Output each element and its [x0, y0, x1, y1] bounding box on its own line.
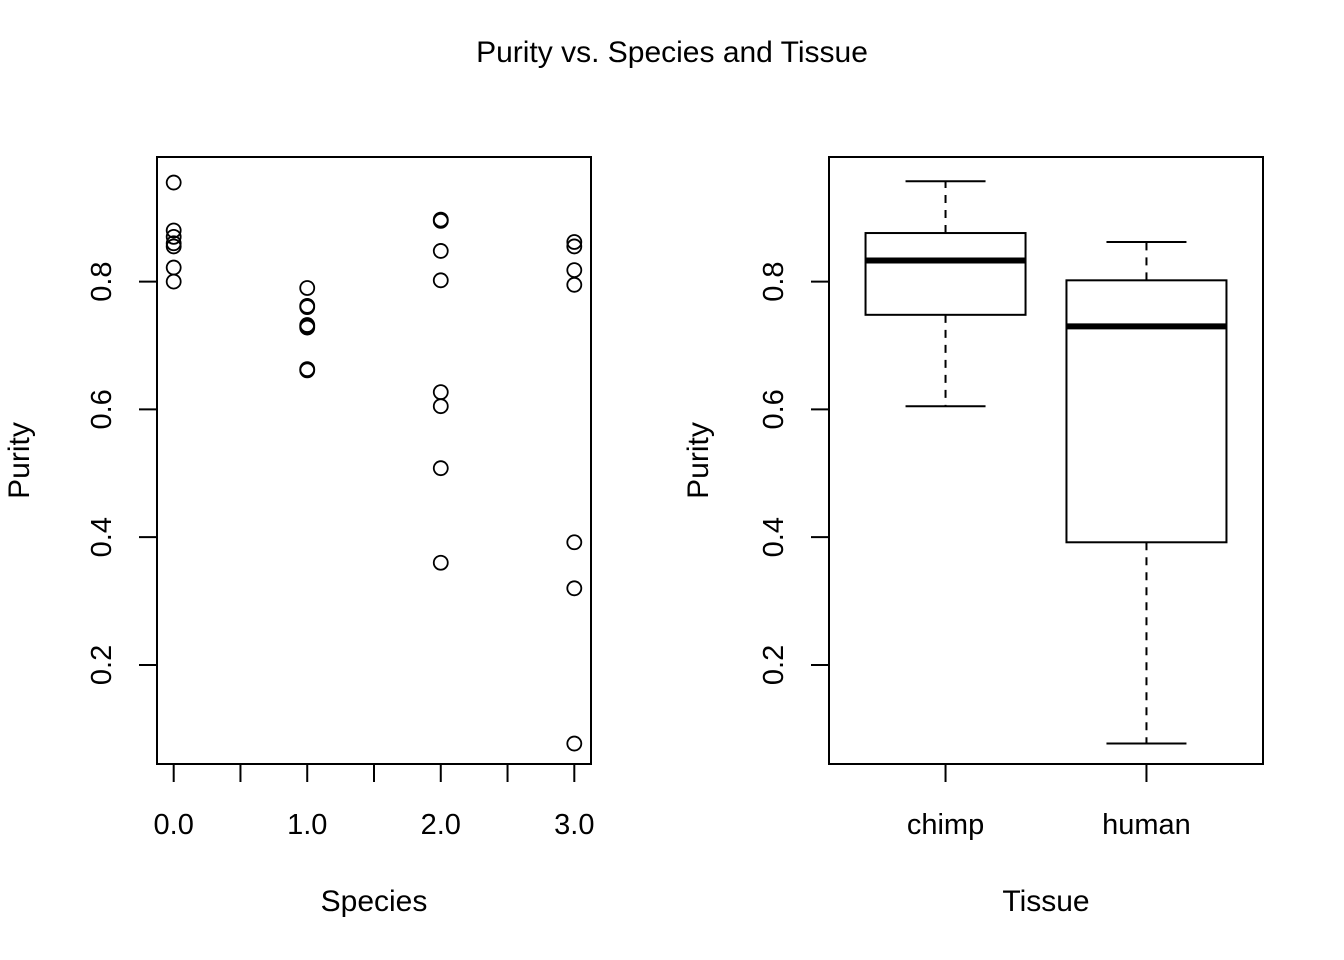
boxplot-boxes — [864, 180, 1228, 745]
scatter-point — [566, 276, 583, 293]
scatter-y-tick-label: 0.2 — [86, 645, 118, 685]
scatter-point — [566, 238, 583, 255]
box-iqr — [1065, 279, 1228, 544]
scatter-point — [165, 273, 182, 290]
scatter-point — [165, 238, 182, 255]
scatter-point — [566, 534, 583, 551]
scatter-point — [432, 272, 449, 289]
scatter-point — [432, 460, 449, 477]
boxplot-y-tick-label: 0.8 — [758, 261, 790, 301]
scatter-point — [432, 554, 449, 571]
boxplot-x-axis-label: Tissue — [1002, 885, 1089, 918]
boxplot-y-axis: 0.2 0.4 0.6 0.8 — [758, 261, 830, 685]
scatter-y-tick-label: 0.8 — [86, 261, 118, 301]
scatter-point — [566, 580, 583, 597]
scatter-point — [299, 362, 316, 379]
boxplot-x-axis: chimp human — [907, 764, 1191, 841]
scatter-point — [299, 299, 316, 316]
scatter-x-tick-label: 0.0 — [154, 809, 194, 841]
box-human — [1065, 240, 1228, 745]
scatter-x-axis-label: Species — [321, 885, 428, 918]
scatter-point — [432, 243, 449, 259]
scatter-panel: 0.0 1.0 2.0 3.0 0.2 0.4 0.6 0.8 Species Purity — [3, 156, 594, 918]
scatter-point — [432, 212, 449, 229]
boxplot-y-tick-label: 0.2 — [758, 645, 790, 685]
scatter-y-axis: 0.2 0.4 0.6 0.8 — [86, 261, 158, 685]
scatter-y-axis-label: Purity — [3, 422, 36, 499]
boxplot-y-tick-label: 0.6 — [758, 389, 790, 429]
scatter-point — [566, 234, 583, 250]
scatter-point — [299, 319, 316, 336]
scatter-point — [165, 228, 182, 245]
scatter-point — [165, 174, 182, 191]
scatter-point — [566, 735, 583, 752]
scatter-x-tick-label: 3.0 — [554, 809, 594, 841]
boxplot-x-tick-label-chimp: chimp — [907, 809, 984, 841]
scatter-x-tick-label: 1.0 — [287, 809, 327, 841]
scatter-point — [432, 398, 449, 415]
scatter-point — [432, 384, 449, 401]
scatter-point — [165, 222, 182, 239]
scatter-plot-frame — [156, 156, 592, 765]
boxplot-y-tick-label: 0.4 — [758, 517, 790, 557]
scatter-y-tick-label: 0.6 — [86, 389, 118, 429]
boxplot-panel: chimp human 0.2 0.4 0.6 0.8 Tissue Purity — [682, 156, 1264, 918]
boxplot-y-axis-label: Purity — [682, 422, 715, 499]
figure-title: Purity vs. Species and Tissue — [476, 36, 868, 69]
scatter-point — [165, 259, 182, 276]
scatter-points — [165, 174, 583, 752]
scatter-point — [299, 280, 316, 296]
boxplot-x-tick-label-human: human — [1102, 809, 1191, 841]
box-iqr — [864, 232, 1027, 316]
scatter-point — [566, 262, 583, 278]
scatter-x-axis: 0.0 1.0 2.0 3.0 — [154, 763, 594, 841]
box-chimp — [864, 180, 1027, 408]
scatter-y-tick-label: 0.4 — [86, 517, 118, 557]
scatter-x-tick-label: 2.0 — [421, 809, 461, 841]
